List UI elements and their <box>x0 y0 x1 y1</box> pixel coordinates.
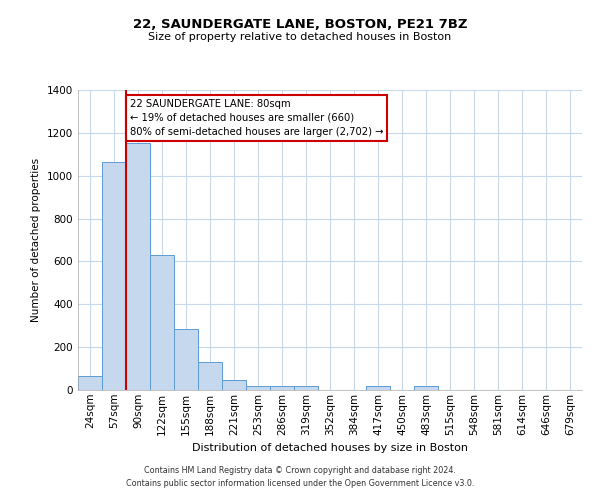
Text: Size of property relative to detached houses in Boston: Size of property relative to detached ho… <box>148 32 452 42</box>
Bar <box>414 386 438 390</box>
Bar <box>294 386 318 390</box>
Text: 22, SAUNDERGATE LANE, BOSTON, PE21 7BZ: 22, SAUNDERGATE LANE, BOSTON, PE21 7BZ <box>133 18 467 30</box>
Bar <box>174 329 198 390</box>
Bar <box>102 162 126 390</box>
Bar <box>366 386 390 390</box>
Bar <box>126 142 150 390</box>
Bar <box>270 386 294 390</box>
Bar <box>78 376 102 390</box>
Bar <box>222 380 246 390</box>
Y-axis label: Number of detached properties: Number of detached properties <box>31 158 41 322</box>
X-axis label: Distribution of detached houses by size in Boston: Distribution of detached houses by size … <box>192 443 468 453</box>
Bar <box>246 386 270 390</box>
Bar <box>198 362 222 390</box>
Text: 22 SAUNDERGATE LANE: 80sqm
← 19% of detached houses are smaller (660)
80% of sem: 22 SAUNDERGATE LANE: 80sqm ← 19% of deta… <box>130 98 383 136</box>
Bar <box>150 255 174 390</box>
Text: Contains HM Land Registry data © Crown copyright and database right 2024.
Contai: Contains HM Land Registry data © Crown c… <box>126 466 474 487</box>
